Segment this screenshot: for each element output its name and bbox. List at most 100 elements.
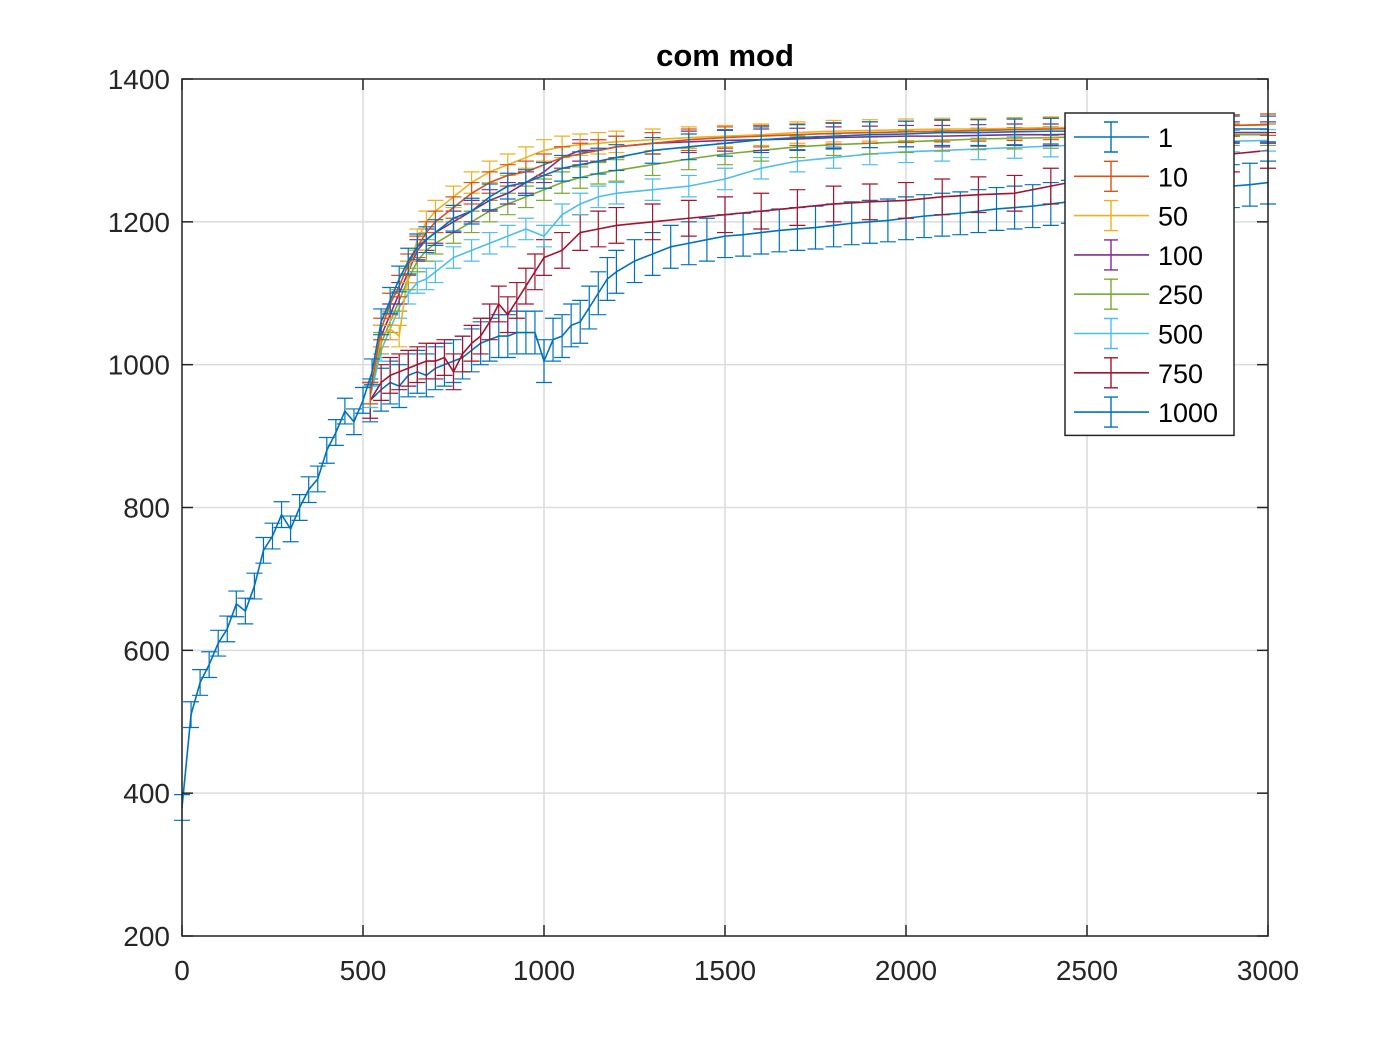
legend-swatch-errorbar (1104, 199, 1118, 232)
data-point-1 (208, 663, 210, 666)
data-point-750 (488, 321, 491, 323)
data-point-1 (190, 713, 192, 716)
data-point-1 (1050, 130, 1052, 132)
data-point-1 (434, 231, 437, 234)
legend-swatch-errorbar (1104, 396, 1118, 428)
data-point-1000 (597, 292, 600, 295)
legend-label: 10 (1158, 162, 1188, 192)
data-point-500 (760, 167, 762, 170)
data-point-250 (543, 188, 545, 191)
data-point-1 (651, 149, 654, 152)
data-point-750 (796, 206, 799, 209)
legend-item-1000: 1000 (1074, 396, 1218, 428)
data-point-250 (561, 181, 563, 184)
data-point-500 (724, 178, 726, 180)
data-point-1 (380, 321, 382, 323)
chart-title: com mod (656, 38, 794, 73)
series-line-10 (369, 123, 1269, 394)
data-point-1 (832, 135, 835, 137)
data-point-1 (344, 410, 346, 412)
legend-item-1: 1 (1074, 121, 1173, 153)
data-point-1000 (525, 331, 527, 334)
data-point-1000 (742, 233, 744, 236)
data-point-10 (369, 392, 372, 395)
data-point-1000 (1249, 183, 1251, 186)
data-point-1000 (633, 260, 636, 262)
data-point-500 (615, 192, 618, 195)
data-point-750 (1013, 192, 1016, 195)
data-point-1000 (814, 226, 817, 229)
data-point-750 (869, 201, 871, 203)
legend-label: 500 (1158, 320, 1203, 350)
data-point-1 (235, 603, 238, 605)
data-point-1 (316, 478, 319, 480)
legend-swatch-errorbar (1104, 121, 1118, 153)
data-point-1 (543, 174, 545, 177)
data-point-1 (1013, 131, 1016, 133)
data-point-1000 (959, 212, 962, 215)
data-point-1 (298, 506, 301, 509)
data-point-1 (488, 196, 491, 198)
data-point-1000 (796, 228, 799, 230)
data-point-1000 (534, 331, 536, 334)
data-point-500 (543, 235, 545, 237)
data-point-1 (244, 610, 247, 612)
data-point-1 (579, 163, 581, 166)
data-point-1 (307, 488, 310, 491)
data-point-750 (597, 228, 600, 230)
data-point-1000 (516, 331, 518, 334)
data-point-1 (326, 449, 328, 452)
data-point-1 (353, 421, 355, 423)
data-point-1000 (615, 271, 618, 273)
y-tick-label: 1200 (108, 207, 170, 238)
data-point-1 (615, 156, 618, 159)
legend-label: 1 (1158, 123, 1173, 153)
x-tick-label: 2000 (875, 955, 937, 986)
data-point-500 (796, 160, 799, 162)
data-point-750 (452, 371, 455, 373)
legend-label: 1000 (1158, 398, 1218, 428)
data-point-1000 (869, 221, 871, 223)
y-tick-label: 1000 (108, 350, 170, 381)
x-tick-label: 0 (174, 955, 190, 986)
data-point-250 (525, 196, 527, 198)
data-point-500 (470, 249, 473, 252)
data-point-1 (280, 513, 283, 516)
legend-swatch-errorbar (1104, 317, 1118, 350)
data-point-750 (425, 360, 428, 362)
data-point-10 (488, 181, 491, 184)
legend-label: 750 (1158, 359, 1203, 389)
legend-label: 250 (1158, 280, 1203, 310)
data-point-1 (271, 535, 274, 537)
x-axis: 0 500 1000 1500 2000 2500 3000 (174, 79, 1299, 986)
data-point-1000 (552, 338, 554, 341)
data-point-750 (615, 224, 618, 227)
x-tick-label: 1500 (694, 955, 756, 986)
data-point-1000 (669, 246, 672, 248)
data-point-750 (434, 360, 437, 362)
y-tick-label: 1400 (108, 64, 170, 95)
series-750 (362, 131, 1276, 419)
data-point-1000 (507, 335, 509, 337)
data-point-1 (407, 260, 410, 262)
x-tick-label: 2500 (1056, 955, 1118, 986)
data-point-1000 (651, 253, 654, 255)
data-point-750 (416, 363, 419, 366)
data-point-500 (434, 271, 437, 273)
legend: 1 10 50 100 250 500 750 1000 (1064, 112, 1235, 437)
data-point-1000 (724, 235, 726, 237)
data-point-500 (488, 242, 491, 245)
data-point-750 (651, 221, 654, 223)
legend-item-250: 250 (1074, 278, 1203, 310)
data-point-1 (362, 399, 364, 402)
data-point-750 (525, 285, 527, 287)
data-point-50 (389, 328, 391, 330)
series-1 (174, 115, 1276, 821)
data-point-1000 (778, 229, 781, 232)
legend-box (1064, 112, 1235, 437)
data-point-750 (516, 299, 518, 302)
data-point-1 (796, 136, 799, 139)
data-point-500 (507, 235, 509, 237)
data-point-1 (217, 642, 219, 644)
